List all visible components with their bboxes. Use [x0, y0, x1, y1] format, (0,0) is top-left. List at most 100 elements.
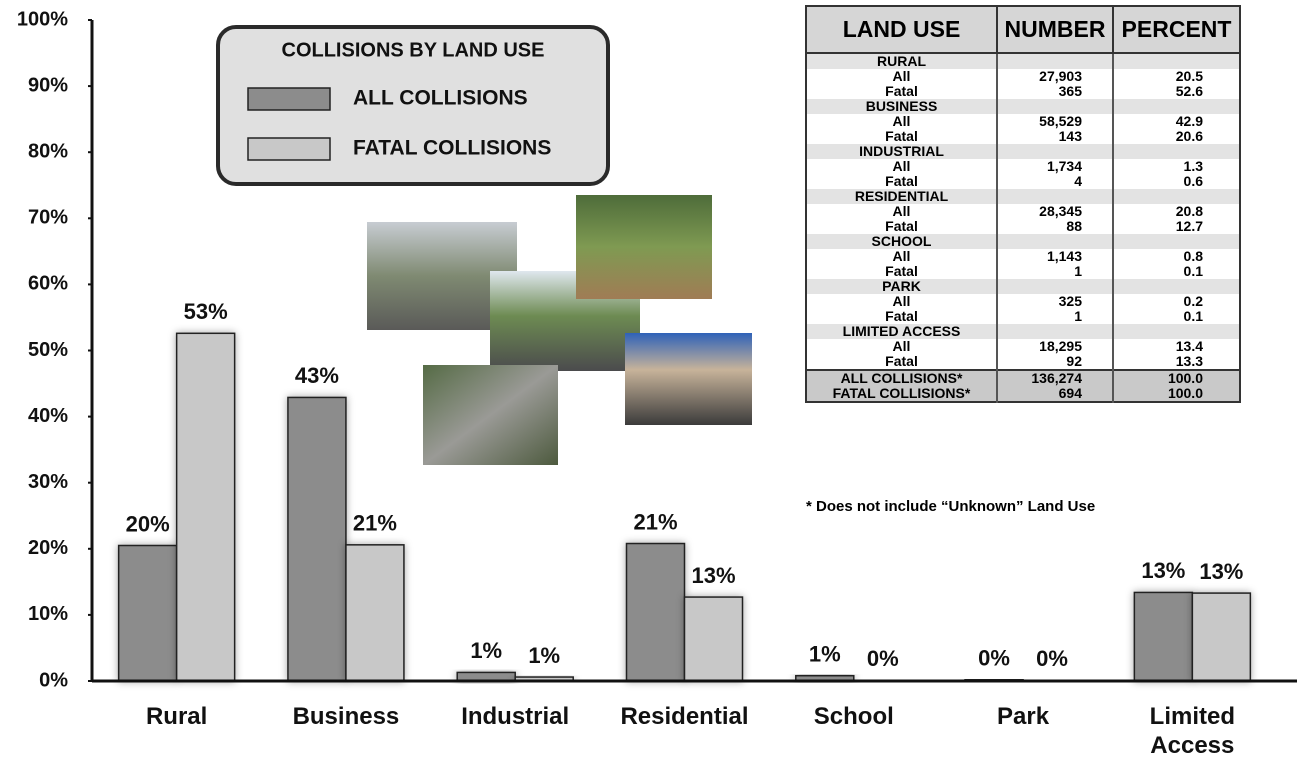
table-cell: 12.7	[1112, 219, 1240, 234]
table-cell: Fatal	[885, 263, 918, 279]
table-group-row: SCHOOL	[806, 234, 1240, 249]
table-cell: 0.8	[1112, 249, 1240, 264]
bar	[1133, 591, 1194, 682]
table-row: Fatal 143 20.6	[806, 129, 1240, 144]
photo-industrial	[423, 365, 558, 465]
table-total-row: FATAL COLLISIONS* 694 100.0	[806, 386, 1240, 402]
table-group-row: PARK	[806, 279, 1240, 294]
bar	[117, 544, 178, 682]
table-cell	[996, 234, 1113, 249]
table-cell	[1112, 189, 1240, 204]
table-cell: 0.2	[1112, 294, 1240, 309]
table-cell: 18,295	[996, 339, 1113, 354]
table-cell	[996, 99, 1113, 114]
bar	[1191, 592, 1252, 682]
table-cell: 694	[996, 386, 1113, 402]
table-cell	[1112, 234, 1240, 249]
table-cell: All	[892, 338, 911, 354]
table-cell: 136,274	[996, 369, 1113, 386]
bar	[175, 332, 236, 682]
photo-park	[576, 195, 712, 299]
data-label: 1%	[809, 642, 841, 667]
table-group-row: RESIDENTIAL	[806, 189, 1240, 204]
table-cell: FATAL COLLISIONS*	[806, 386, 997, 402]
table-cell	[996, 53, 1113, 69]
table-cell: 325	[996, 294, 1113, 309]
data-label: 13%	[691, 563, 735, 588]
table-row: Fatal 1 0.1	[806, 264, 1240, 279]
data-label: 43%	[295, 363, 339, 388]
table-row: All 58,529 42.9	[806, 114, 1240, 129]
table-cell: 92	[996, 354, 1113, 370]
photos	[367, 195, 752, 465]
table-row: Fatal 88 12.7	[806, 219, 1240, 234]
table-cell: 1,734	[996, 159, 1113, 174]
table-row: All 27,903 20.5	[806, 69, 1240, 84]
table-header-cell: PERCENT	[1112, 5, 1241, 54]
table-cell	[1112, 99, 1240, 114]
table-cell: Fatal	[885, 218, 918, 234]
y-tick-label: 40%	[28, 405, 68, 427]
table-cell: 1	[996, 309, 1113, 324]
table-cell: All	[892, 68, 911, 84]
table-cell: 13.3	[1112, 354, 1240, 370]
data-label: 0%	[978, 645, 1010, 670]
table-cell: All	[892, 113, 911, 129]
table-cell: All	[892, 293, 911, 309]
table-group-name: SCHOOL	[806, 234, 997, 249]
legend-label: FATAL COLLISIONS	[353, 137, 551, 160]
legend-swatch	[247, 137, 331, 161]
table-cell: Fatal	[885, 173, 918, 189]
table-cell: 1.3	[1112, 159, 1240, 174]
x-tick-label: School	[813, 703, 894, 730]
y-tick-label: 0%	[39, 669, 68, 691]
table-group-name: PARK	[806, 279, 997, 294]
table-cell: All	[892, 158, 911, 174]
data-table: LAND USE NUMBER PERCENT RURAL All 27,903 20.5 F…	[805, 5, 1241, 403]
x-tick-label: Residential	[620, 703, 749, 730]
y-tick-label: 30%	[28, 471, 68, 493]
table-row: All 18,295 13.4	[806, 339, 1240, 354]
table-cell: 13.4	[1112, 339, 1240, 354]
table-row: Fatal 365 52.6	[806, 84, 1240, 99]
table-cell: 0.6	[1112, 174, 1240, 189]
table-cell: 1,143	[996, 249, 1113, 264]
y-tick-label: 100%	[17, 8, 68, 30]
x-tick-label: Rural	[145, 703, 208, 730]
table-row: Fatal 4 0.6	[806, 174, 1240, 189]
x-tick-label: Industrial	[461, 703, 570, 730]
table-cell: 42.9	[1112, 114, 1240, 129]
table-header-row: LAND USE NUMBER PERCENT	[805, 5, 1241, 54]
table-cell: 20.5	[1112, 69, 1240, 84]
table-cell	[1112, 279, 1240, 294]
y-tick-label: 10%	[28, 603, 68, 625]
table-row: Fatal 92 13.3	[806, 354, 1240, 370]
data-label: 53%	[184, 299, 228, 324]
table-footnote: * Does not include “Unknown” Land Use	[806, 498, 1096, 515]
table-cell: Fatal	[885, 308, 918, 324]
data-label: 0%	[867, 646, 899, 671]
table-cell: 100.0	[1112, 369, 1240, 386]
data-label: 13%	[1199, 559, 1243, 584]
table-group-row: LIMITED ACCESS	[806, 324, 1240, 339]
table-cell: 143	[996, 129, 1113, 144]
table-cell: 88	[996, 219, 1113, 234]
table-cell: All	[892, 203, 911, 219]
table-cell: 20.6	[1112, 129, 1240, 144]
table-cell: 4	[996, 174, 1113, 189]
table-cell: 365	[996, 84, 1113, 99]
table-cell	[996, 324, 1113, 339]
table-cell: Fatal	[885, 128, 918, 144]
data-label: 1%	[528, 643, 560, 668]
table-group-name: LIMITED ACCESS	[806, 324, 997, 339]
table-cell: All	[892, 248, 911, 264]
table-total-row: ALL COLLISIONS* 136,274 100.0	[806, 369, 1240, 386]
table-group-row: RURAL	[806, 53, 1240, 69]
y-tick-label: 20%	[28, 537, 68, 559]
table-cell: 27,903	[996, 69, 1113, 84]
table-cell: Fatal	[885, 353, 918, 369]
legend-label: ALL COLLISIONS	[353, 87, 528, 110]
bar	[345, 544, 405, 682]
